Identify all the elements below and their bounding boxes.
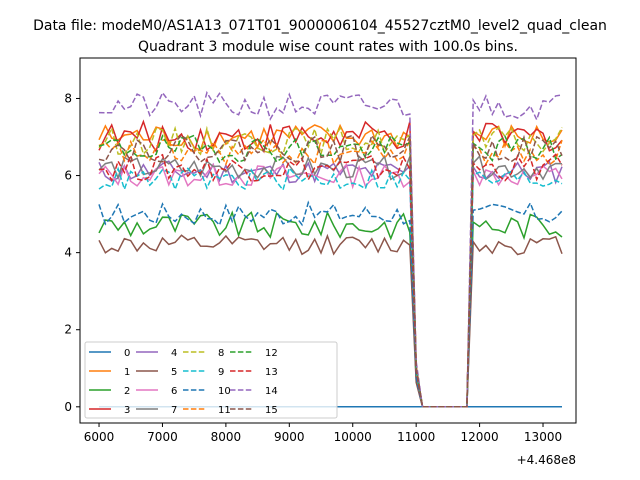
series-layer xyxy=(98,90,563,408)
legend-label-14: 14 xyxy=(265,386,278,397)
legend-label-6: 6 xyxy=(171,386,177,397)
legend-label-3: 3 xyxy=(124,405,130,416)
legend-label-5: 5 xyxy=(171,367,177,378)
legend-label-1: 1 xyxy=(124,367,130,378)
legend-label-11: 11 xyxy=(218,405,231,416)
y-tick-label: 4 xyxy=(64,246,72,260)
series-line-13 xyxy=(98,153,563,408)
legend-label-12: 12 xyxy=(265,348,278,359)
series-line-5 xyxy=(98,233,563,408)
figure-suptitle: Data file: modeM0/AS1A13_071T01_90000061… xyxy=(33,18,607,34)
series-line-6 xyxy=(98,162,563,408)
x-tick-label: 7000 xyxy=(147,430,178,444)
legend-box xyxy=(84,341,338,419)
series-line-7 xyxy=(98,154,563,408)
series-line-8 xyxy=(98,125,563,408)
x-axis-offset-label: +4.468e8 xyxy=(517,453,576,467)
y-tick-label: 2 xyxy=(64,323,72,337)
series-line-14 xyxy=(98,90,563,408)
y-tick-label: 8 xyxy=(64,91,72,105)
legend-label-8: 8 xyxy=(218,348,224,359)
legend-label-4: 4 xyxy=(171,348,177,359)
y-tick-label: 0 xyxy=(64,400,72,414)
plot-frame xyxy=(79,57,577,424)
x-tick-label: 12000 xyxy=(460,430,498,444)
y-axis: 0 2 4 6 8 xyxy=(64,91,80,414)
series-line-9 xyxy=(98,166,563,408)
series-line-2 xyxy=(98,210,563,408)
x-tick-label: 9000 xyxy=(274,430,305,444)
series-line-15 xyxy=(98,133,563,408)
series-line-10 xyxy=(98,200,563,408)
x-axis: 6000 7000 8000 9000 10000 11000 12000 13000 xyxy=(84,423,562,444)
x-tick-label: 10000 xyxy=(334,430,372,444)
x-tick-label: 6000 xyxy=(84,430,115,444)
legend-label-13: 13 xyxy=(265,367,278,378)
series-line-3 xyxy=(98,119,563,408)
x-tick-label: 8000 xyxy=(211,430,242,444)
chart-title: Quadrant 3 module wise count rates with … xyxy=(138,39,518,55)
legend-label-7: 7 xyxy=(171,405,177,416)
series-line-12 xyxy=(98,134,563,408)
legend-label-10: 10 xyxy=(218,386,231,397)
legend-label-0: 0 xyxy=(124,348,130,359)
series-line-11 xyxy=(98,138,563,408)
y-tick-label: 6 xyxy=(64,169,72,183)
legend-label-15: 15 xyxy=(265,405,278,416)
x-tick-label: 11000 xyxy=(397,430,435,444)
legend-label-9: 9 xyxy=(218,367,224,378)
legend-label-2: 2 xyxy=(124,386,130,397)
x-tick-label: 13000 xyxy=(524,430,562,444)
